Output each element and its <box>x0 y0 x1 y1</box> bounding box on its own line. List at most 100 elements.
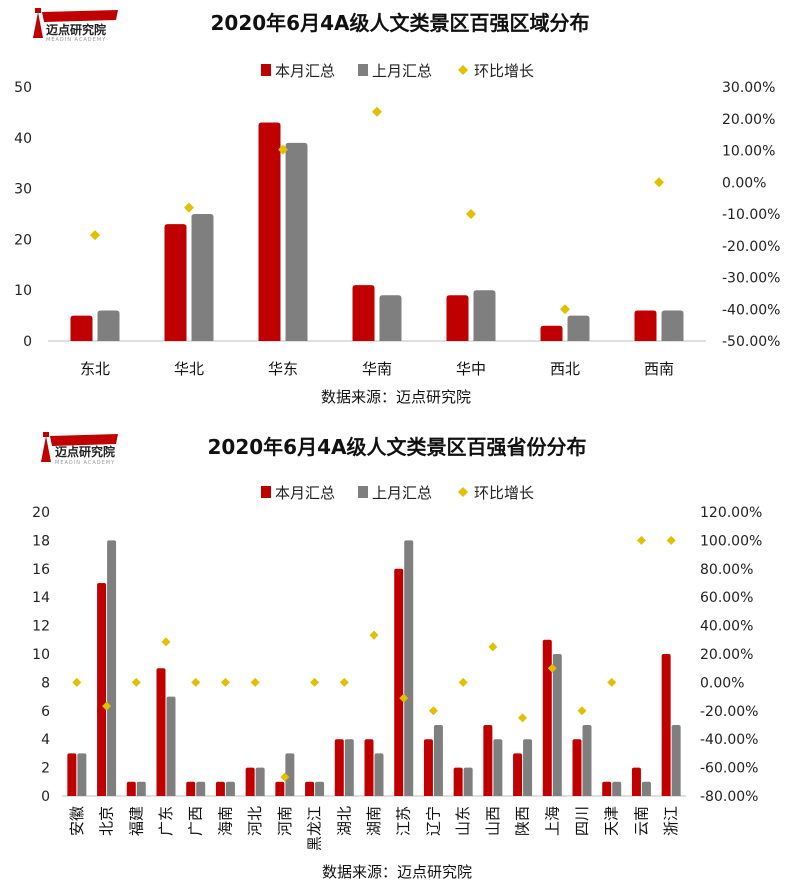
bar-current <box>631 767 641 796</box>
x-tick-label: 黑龙江 <box>306 806 324 851</box>
bar-previous <box>433 725 443 796</box>
x-tick-label: 辽宁 <box>424 806 442 836</box>
bar-current <box>394 568 404 796</box>
y-tick-label: 20 <box>14 232 32 248</box>
growth-point <box>547 663 557 673</box>
y2-tick-label: 20.00% <box>700 647 753 663</box>
legend-label-growth: 环比增长 <box>474 62 534 80</box>
bar-current <box>446 295 469 341</box>
legend-label-previous: 上月汇总 <box>372 62 432 80</box>
y2-tick-label: -40.00% <box>722 302 780 318</box>
x-tick-label: 湖南 <box>365 806 383 836</box>
y-axis-left: 0 2 4 6 8 10 12 14 16 18 20 <box>32 505 50 805</box>
legend-label-growth: 环比增长 <box>474 484 534 502</box>
growth-point <box>666 535 676 545</box>
bar-current <box>364 739 374 796</box>
y2-tick-label: -80.00% <box>700 789 758 805</box>
chart-title: 2020年6月4A级人文类景区百强区域分布 <box>211 11 590 35</box>
y-tick-label: 0 <box>23 334 32 350</box>
growth-point <box>369 630 379 640</box>
bar-previous <box>136 781 146 796</box>
x-tick-label: 海南 <box>216 806 234 836</box>
growth-point <box>399 693 409 703</box>
y2-tick-label: -20.00% <box>700 704 758 720</box>
y2-tick-label: 30.00% <box>722 80 775 96</box>
bar-previous <box>404 540 414 796</box>
y-axis-right: -80.00% -60.00% -40.00% -20.00% 0.00% 20.00% 4… <box>700 505 762 805</box>
bar-current <box>542 639 552 796</box>
growth-point <box>560 304 570 315</box>
y2-tick-label: 0.00% <box>722 175 766 191</box>
data-source: 数据来源：迈点研究院 <box>321 388 471 406</box>
bar-previous <box>225 781 235 796</box>
region-chart: 迈点研究院 MEADIN ACADEMY 2020年6月4A级人文类景区百强区域… <box>14 8 780 406</box>
y-tick-label: 0 <box>41 789 50 805</box>
legend-label-previous: 上月汇总 <box>372 484 432 502</box>
x-tick-label: 四川 <box>573 806 591 836</box>
bar-previous <box>315 781 325 796</box>
bar-previous <box>344 739 354 796</box>
logo-subtitle: MEADIN ACADEMY <box>46 37 106 43</box>
x-tick-label: 上海 <box>543 806 561 836</box>
y2-tick-label: 120.00% <box>700 505 762 521</box>
y-tick-label: 2 <box>41 761 50 777</box>
bar-current <box>423 739 433 796</box>
x-tick-label: 河北 <box>246 806 264 836</box>
growth-point <box>250 677 260 687</box>
x-tick-label: 广东 <box>157 806 175 836</box>
growth-point <box>90 230 100 241</box>
bar-current <box>634 310 657 341</box>
x-tick-label: 陕西 <box>514 806 532 836</box>
growth-point <box>184 202 194 213</box>
y-tick-label: 4 <box>41 732 50 748</box>
growth-point <box>458 677 468 687</box>
y-axis-right: -50.00% -40.00% -30.00% -20.00% -10.00% 0.00%… <box>722 80 780 350</box>
x-tick-label: 西南 <box>644 360 674 378</box>
bar-current <box>126 781 136 796</box>
y-tick-label: 10 <box>32 647 50 663</box>
y-tick-label: 14 <box>32 590 50 606</box>
y2-tick-label: -30.00% <box>722 271 780 287</box>
y-axis-left: 0 10 20 30 40 50 <box>14 80 32 350</box>
bar-previous <box>191 214 214 341</box>
y2-tick-label: 0.00% <box>700 675 744 691</box>
bar-previous <box>493 739 503 796</box>
x-tick-label: 浙江 <box>662 806 680 836</box>
bar-current <box>483 725 493 796</box>
y2-tick-label: 80.00% <box>700 562 753 578</box>
y2-tick-label: -50.00% <box>722 334 780 350</box>
bar-current <box>67 753 77 796</box>
bar-previous <box>97 310 120 341</box>
legend: 本月汇总 上月汇总 环比增长 <box>261 484 534 502</box>
bar-current <box>661 654 671 796</box>
legend-swatch-previous <box>358 486 368 498</box>
x-tick-label: 云南 <box>632 806 650 836</box>
logo-text: 迈点研究院 <box>55 444 115 459</box>
y2-tick-label: 10.00% <box>722 144 775 160</box>
bar-current <box>258 122 281 341</box>
growth-point <box>488 642 498 652</box>
x-tick-label: 河南 <box>276 806 294 836</box>
logo-text: 迈点研究院 <box>46 22 106 37</box>
bar-current <box>70 315 93 341</box>
bar-current <box>275 781 285 796</box>
y-tick-label: 8 <box>41 675 50 691</box>
legend-swatch-previous <box>358 64 368 76</box>
bar-current <box>334 739 344 796</box>
bar-previous <box>552 654 562 796</box>
x-tick-label: 北京 <box>98 806 116 836</box>
growth-point <box>372 106 382 117</box>
bar-current <box>513 753 523 796</box>
bar-previous <box>77 753 87 796</box>
bar-previous <box>523 739 533 796</box>
y-tick-label: 12 <box>32 619 50 635</box>
lighthouse-icon <box>41 432 118 462</box>
bar-current <box>572 739 582 796</box>
logo: 迈点研究院 MEADIN ACADEMY <box>41 432 118 466</box>
bar-previous <box>196 781 206 796</box>
growth-point <box>220 677 230 687</box>
growth-points <box>72 535 676 782</box>
bar-current <box>215 781 225 796</box>
x-tick-label: 江苏 <box>395 806 413 836</box>
